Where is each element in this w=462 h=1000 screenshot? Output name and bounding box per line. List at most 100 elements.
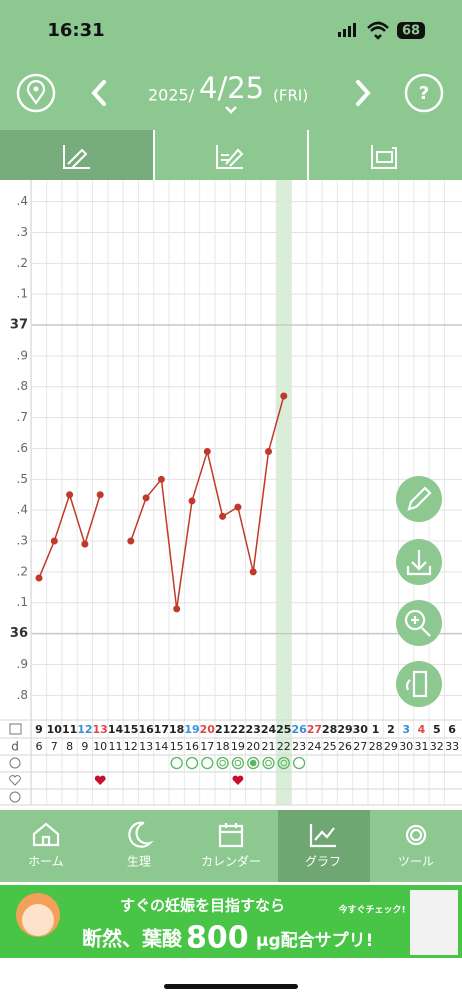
rotate-button[interactable] — [396, 661, 442, 707]
tab-icon[interactable] — [218, 823, 244, 848]
cycle-day-label: 31 — [415, 740, 429, 753]
ovulation-marker — [247, 756, 260, 770]
cycle-day-label: 20 — [246, 740, 260, 753]
date-label: 11 — [62, 723, 77, 736]
y-tick-label: .3 — [17, 534, 28, 548]
cycle-day-label: 25 — [323, 740, 337, 753]
y-tick-label: 37 — [10, 318, 28, 333]
tab-icons — [63, 145, 397, 169]
temperature-point — [219, 512, 227, 520]
date-dropdown[interactable] — [225, 106, 237, 114]
tab-label[interactable]: ツール — [398, 855, 434, 869]
home-indicator — [164, 984, 298, 989]
date-label: 23 — [246, 723, 261, 736]
cycle-row-label: d — [11, 740, 19, 754]
date-label: 21 — [215, 723, 230, 736]
ovulation-marker — [277, 756, 290, 770]
help-button[interactable]: ? — [404, 73, 444, 113]
tab-icon[interactable] — [309, 824, 336, 848]
date-label: 27 — [307, 723, 322, 736]
button-icon — [406, 550, 432, 576]
tab-label[interactable]: グラフ — [305, 855, 341, 869]
cycle-day-label: 6 — [36, 740, 43, 753]
tab[interactable] — [155, 130, 307, 180]
ovulation-marker — [216, 756, 229, 770]
y-tick-label: .4 — [17, 503, 28, 517]
tab-label[interactable]: ホーム — [28, 855, 64, 869]
zoom-button[interactable] — [396, 600, 442, 646]
date-label: 22 — [230, 723, 245, 736]
cycle-day-label: 13 — [139, 740, 153, 753]
temperature-point — [50, 537, 58, 545]
cycle-day-label: 10 — [93, 740, 107, 753]
cycle-day-label: 14 — [154, 740, 168, 753]
cycle-day-label: 30 — [399, 740, 413, 753]
temperature-point — [203, 448, 211, 456]
date-label: 17 — [154, 723, 169, 736]
temperature-point — [249, 568, 257, 576]
temperature-line — [38, 395, 285, 610]
edit-button[interactable] — [396, 476, 442, 522]
y-tick-label: .2 — [17, 564, 28, 578]
ad-line2a: 断然、葉酸 — [82, 927, 183, 951]
cycle-day-label: 23 — [292, 740, 306, 753]
date-label: 18 — [169, 723, 184, 736]
temperature-point — [280, 392, 288, 400]
face-row-icon — [9, 791, 21, 803]
ovulation-marker — [185, 756, 199, 770]
y-tick-label: .7 — [17, 410, 28, 424]
battery-level: 68 — [402, 24, 420, 39]
ad-line1: すぐの妊娠を目指すなら — [120, 897, 285, 915]
tab[interactable] — [309, 130, 462, 180]
date-label: 28 — [322, 723, 337, 736]
temperature-point — [96, 491, 104, 499]
date-label: 1 — [372, 723, 380, 736]
cycle-day-label: 32 — [430, 740, 444, 753]
tab-icon[interactable] — [405, 824, 427, 846]
tab-icon[interactable] — [32, 822, 60, 847]
ovulation-marker — [170, 756, 183, 770]
ovulation-marker-inner — [280, 759, 288, 767]
y-tick-label: .8 — [17, 379, 28, 393]
next-button[interactable] — [356, 80, 371, 106]
y-tick-label: .6 — [17, 441, 28, 455]
cycle-day-label: 18 — [216, 740, 230, 753]
y-tick-label: .4 — [17, 194, 28, 208]
button-icon — [404, 609, 431, 637]
y-tick-label: .2 — [17, 256, 28, 270]
temperature-point — [81, 540, 89, 548]
y-tick-label: .9 — [17, 657, 28, 671]
location-button[interactable] — [16, 73, 56, 113]
date[interactable]: 4/25 — [199, 71, 264, 105]
temperature-point — [66, 491, 74, 499]
temperature-point — [173, 605, 181, 613]
ovulation-marker-inner — [219, 759, 226, 767]
date-label: 3 — [402, 723, 410, 736]
cycle-day-label: 26 — [338, 740, 352, 753]
temperature-point — [127, 537, 135, 545]
heart-marker — [94, 775, 106, 785]
date-label: 15 — [123, 723, 138, 736]
y-tick-label: .1 — [17, 287, 28, 301]
ad-bg[interactable] — [0, 885, 462, 958]
date-label: 24 — [261, 723, 277, 736]
date-label: 12 — [77, 723, 92, 736]
date-label: 20 — [200, 723, 216, 736]
wifi — [367, 21, 389, 40]
battery — [397, 22, 425, 39]
prev-button[interactable] — [91, 80, 106, 106]
tab-label[interactable]: 生理 — [127, 855, 151, 869]
cycle-day-label: 17 — [200, 740, 214, 753]
temperature-point — [142, 494, 150, 502]
tab-label[interactable]: カレンダー — [201, 854, 261, 869]
cycle-day-label: 16 — [185, 740, 199, 753]
date-label: 13 — [93, 723, 108, 736]
date-label: 4 — [418, 723, 426, 736]
temperature-point — [35, 574, 43, 582]
selected-day-column — [276, 180, 292, 805]
ad-line2c: μg配合サプリ! — [256, 930, 373, 951]
tab-icon[interactable] — [128, 821, 154, 848]
svg-text:?: ? — [419, 83, 429, 104]
